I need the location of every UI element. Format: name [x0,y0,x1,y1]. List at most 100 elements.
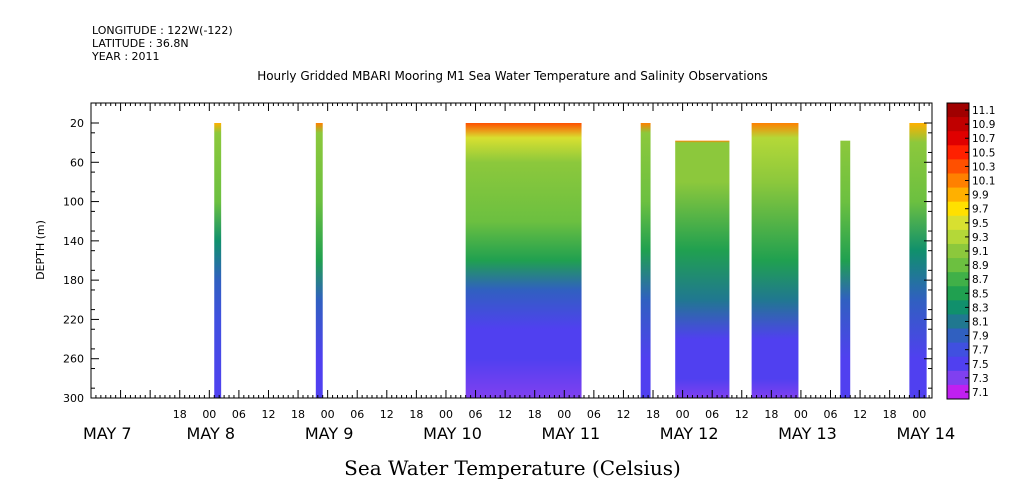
legend-label: 7.3 [972,373,989,385]
x-hour-label: 18 [291,408,305,421]
data-block [675,140,730,398]
x-hour-label: 18 [646,408,660,421]
legend-swatch [947,314,969,330]
legend-swatch [947,145,969,160]
legend-swatch [947,258,969,273]
x-hour-label: 12 [853,408,867,421]
legend-label: 8.7 [972,274,989,286]
legend-label: 11.1 [972,105,995,117]
x-hour-label: 06 [587,408,601,421]
x-day-label: MAY 12 [660,424,719,443]
legend-swatch [947,159,969,174]
legend-label: 8.9 [972,260,989,272]
legend-swatch [947,356,969,372]
x-axis: 18 00 06 12 18 00 06 12 18 00 06 12 18 00 06 12 18 00 06 12… [83,103,955,443]
legend-label: 9.9 [972,190,989,202]
x-hour-label: 06 [350,408,364,421]
x-hour-label: 00 [794,408,808,421]
chart-title: Hourly Gridded MBARI Mooring M1 Sea Wate… [257,69,768,83]
legend-label: 7.5 [972,359,989,371]
data-block [214,123,222,398]
x-hour-label: 12 [616,408,630,421]
y-tick-label: 180 [63,274,84,287]
legend-swatch [947,103,969,118]
legend-swatch [947,286,969,301]
legend-swatch [947,131,969,146]
legend-label: 9.1 [972,246,989,258]
legend-swatch [947,215,969,231]
y-tick-label: 260 [63,353,84,366]
legend-swatch [947,300,969,315]
data-block [751,123,799,398]
y-axis-label: DEPTH (m) [34,220,47,280]
legend-label: 10.7 [972,133,995,145]
x-day-label: MAY 13 [778,424,837,443]
x-hour-label: 18 [528,408,542,421]
legend-label: 9.3 [972,232,989,244]
longitude-text: LONGITUDE : 122W(-122) [92,24,233,37]
legend-swatch [947,342,969,358]
x-day-label: MAY 11 [541,424,600,443]
legend-label: 8.1 [972,316,989,328]
legend-swatch [947,201,969,217]
legend-label: 10.5 [972,147,995,159]
y-tick-label: 300 [63,392,84,405]
data-block [640,123,651,398]
x-hour-label: 00 [912,408,926,421]
y-axis: 20 60 100 140 180 220 260 300 [63,117,932,405]
x-day-label: MAY 8 [187,424,236,443]
x-hour-label: 12 [735,408,749,421]
x-hour-label: 00 [202,408,216,421]
x-hour-label: 00 [676,408,690,421]
legend-swatch [947,117,969,132]
y-tick-label: 100 [63,196,84,209]
y-tick-label: 20 [70,117,84,130]
latitude-text: LATITUDE : 36.8N [92,37,189,50]
legend-label: 10.9 [972,119,995,131]
legend-label: 9.5 [972,218,989,230]
x-day-label: MAY 7 [83,424,132,443]
x-hour-label: 12 [498,408,512,421]
legend-swatch [947,173,969,189]
x-hour-label: 18 [409,408,423,421]
color-legend: 11.1 10.9 10.7 10.5 10.3 10.1 9.9 9.7 9.5 9.3 9.1 8… [946,102,995,400]
data-block [465,123,582,398]
legend-swatch [947,187,969,203]
x-hour-label: 06 [705,408,719,421]
x-day-label: MAY 9 [305,424,354,443]
legend-swatch [947,328,969,344]
metadata-header: LONGITUDE : 122W(-122) LATITUDE : 36.8N … [92,24,233,63]
legend-label: 10.1 [972,176,995,188]
x-axis-label: Sea Water Temperature (Celsius) [344,456,681,480]
x-hour-label: 18 [883,408,897,421]
x-hour-label: 06 [469,408,483,421]
x-hour-label: 00 [557,408,571,421]
x-hour-label: 18 [764,408,778,421]
legend-swatch [947,272,969,287]
legend-label: 7.7 [972,345,989,357]
x-hour-label: 06 [824,408,838,421]
legend-swatch [947,370,969,386]
data-block [315,123,323,398]
year-text: YEAR : 2011 [92,50,160,63]
legend-label: 9.7 [972,204,989,216]
x-hour-label: 12 [261,408,275,421]
legend-swatch [947,229,969,245]
x-hour-label: 18 [173,408,187,421]
data-block [909,123,927,398]
y-tick-label: 220 [63,313,84,326]
legend-label: 8.3 [972,302,989,314]
legend-label: 7.1 [972,387,989,399]
y-tick-label: 60 [70,156,84,169]
x-day-label: MAY 10 [423,424,482,443]
legend-label: 10.3 [972,161,995,173]
legend-label: 8.5 [972,288,989,300]
data-blocks [214,123,968,398]
x-day-label: MAY 14 [896,424,955,443]
x-hour-label: 00 [321,408,335,421]
x-hour-label: 06 [232,408,246,421]
x-hour-label: 00 [439,408,453,421]
legend-label: 7.9 [972,331,989,343]
x-hour-label: 12 [380,408,394,421]
